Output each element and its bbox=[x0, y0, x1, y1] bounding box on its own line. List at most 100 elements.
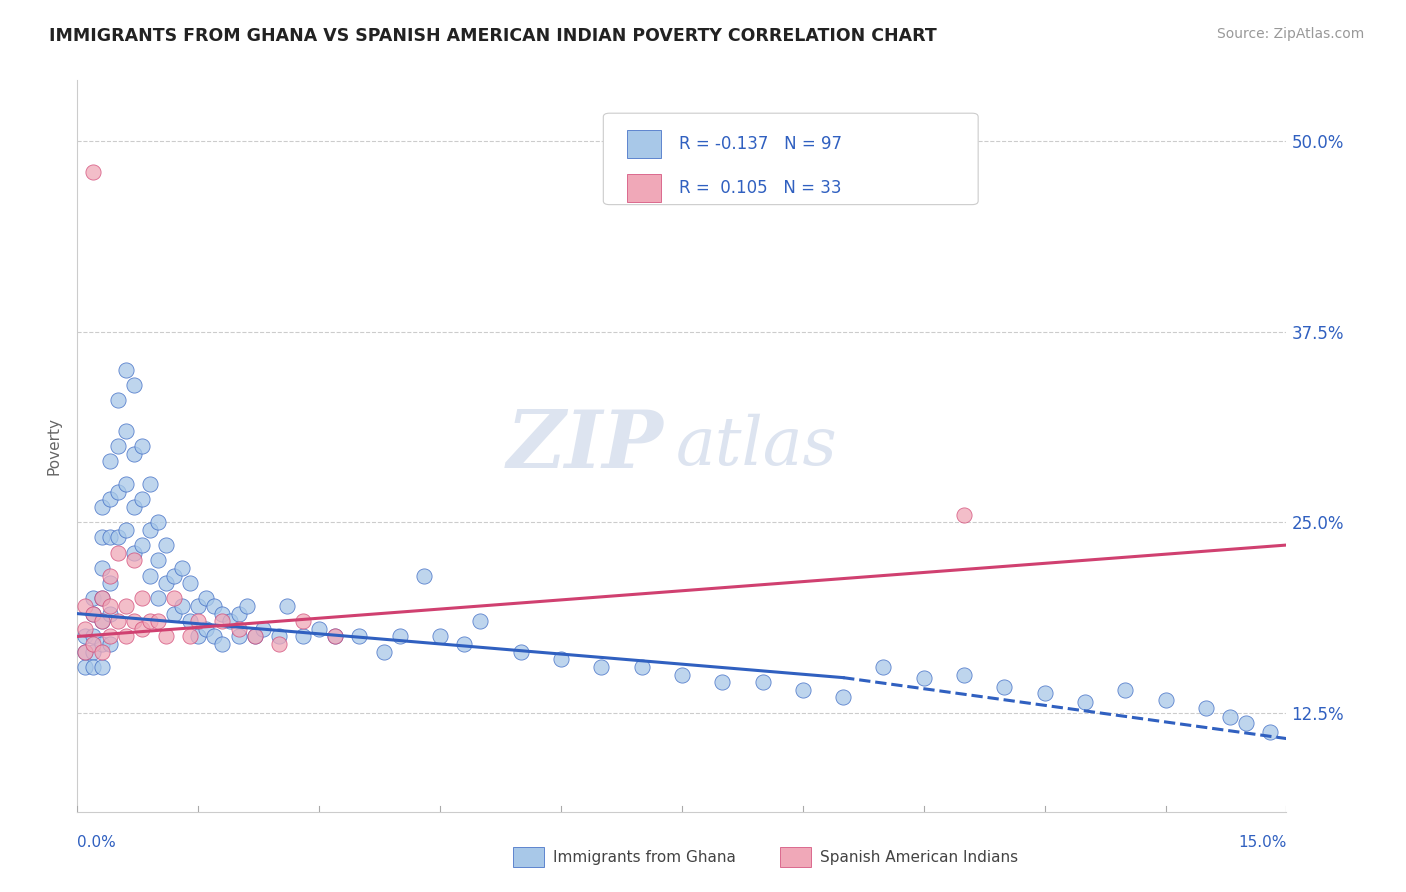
Point bbox=[1074, 695, 1097, 709]
Point bbox=[292, 630, 315, 644]
Point bbox=[179, 614, 201, 628]
Point bbox=[1219, 710, 1241, 724]
Point bbox=[131, 538, 153, 552]
Point bbox=[114, 477, 136, 491]
Point bbox=[308, 622, 330, 636]
Point bbox=[122, 614, 145, 628]
Point bbox=[107, 439, 129, 453]
Bar bbox=[513, 847, 544, 867]
Point bbox=[202, 630, 225, 644]
Point bbox=[75, 599, 97, 613]
Point bbox=[1114, 682, 1136, 697]
Point bbox=[107, 530, 129, 544]
Point bbox=[550, 652, 572, 666]
Point bbox=[82, 164, 104, 178]
Point bbox=[1234, 716, 1257, 731]
Point bbox=[131, 591, 153, 606]
Point bbox=[122, 546, 145, 560]
Point bbox=[82, 645, 104, 659]
Point bbox=[98, 576, 121, 591]
Point bbox=[107, 393, 129, 408]
Bar bbox=[627, 174, 661, 202]
Point bbox=[292, 614, 315, 628]
Point bbox=[75, 645, 97, 659]
Point bbox=[155, 576, 177, 591]
Point bbox=[751, 675, 773, 690]
FancyBboxPatch shape bbox=[603, 113, 979, 204]
Text: 0.0%: 0.0% bbox=[77, 835, 117, 849]
Point bbox=[146, 553, 169, 567]
Point bbox=[90, 561, 112, 575]
Point bbox=[252, 622, 274, 636]
Point bbox=[711, 675, 734, 690]
Text: Source: ZipAtlas.com: Source: ZipAtlas.com bbox=[1216, 27, 1364, 41]
Point bbox=[630, 660, 652, 674]
Point bbox=[107, 614, 129, 628]
Point bbox=[122, 378, 145, 392]
Point bbox=[388, 630, 411, 644]
Point bbox=[90, 660, 112, 674]
Point bbox=[228, 622, 250, 636]
Point bbox=[107, 484, 129, 499]
Point bbox=[243, 630, 266, 644]
Point bbox=[146, 591, 169, 606]
Point bbox=[98, 637, 121, 651]
Text: ZIP: ZIP bbox=[508, 408, 664, 484]
Point bbox=[267, 630, 290, 644]
Point bbox=[187, 630, 209, 644]
Point bbox=[832, 690, 855, 705]
Point bbox=[155, 630, 177, 644]
Point bbox=[671, 667, 693, 681]
Text: Spanish American Indians: Spanish American Indians bbox=[820, 850, 1018, 864]
Point bbox=[211, 614, 233, 628]
Point bbox=[373, 645, 395, 659]
Point bbox=[179, 630, 201, 644]
Point bbox=[75, 622, 97, 636]
Point bbox=[90, 500, 112, 514]
Point bbox=[139, 523, 162, 537]
Point bbox=[98, 599, 121, 613]
Point bbox=[90, 591, 112, 606]
Point bbox=[235, 599, 257, 613]
Point bbox=[1195, 701, 1218, 715]
Point bbox=[187, 614, 209, 628]
Point bbox=[98, 568, 121, 582]
Point bbox=[953, 508, 976, 522]
Point bbox=[98, 607, 121, 621]
Text: IMMIGRANTS FROM GHANA VS SPANISH AMERICAN INDIAN POVERTY CORRELATION CHART: IMMIGRANTS FROM GHANA VS SPANISH AMERICA… bbox=[49, 27, 936, 45]
Point bbox=[82, 591, 104, 606]
Point bbox=[349, 630, 371, 644]
Point bbox=[98, 630, 121, 644]
Point bbox=[163, 568, 186, 582]
Point bbox=[82, 607, 104, 621]
Point bbox=[195, 622, 218, 636]
Point bbox=[139, 477, 162, 491]
Point bbox=[179, 576, 201, 591]
Bar bbox=[627, 130, 661, 158]
Point bbox=[211, 637, 233, 651]
Point bbox=[90, 614, 112, 628]
Point bbox=[276, 599, 298, 613]
Point bbox=[114, 599, 136, 613]
Point bbox=[1033, 686, 1056, 700]
Point bbox=[82, 660, 104, 674]
Point bbox=[90, 614, 112, 628]
Point bbox=[470, 614, 492, 628]
Point bbox=[90, 530, 112, 544]
Point bbox=[912, 671, 935, 685]
Point bbox=[114, 424, 136, 438]
Point bbox=[114, 363, 136, 377]
Point bbox=[792, 682, 814, 697]
Point bbox=[131, 622, 153, 636]
Point bbox=[75, 660, 97, 674]
Point bbox=[267, 637, 290, 651]
Point bbox=[122, 500, 145, 514]
Point bbox=[453, 637, 475, 651]
Text: 15.0%: 15.0% bbox=[1239, 835, 1286, 849]
Bar bbox=[780, 847, 811, 867]
Point bbox=[98, 492, 121, 507]
Point bbox=[82, 607, 104, 621]
Point bbox=[413, 568, 436, 582]
Point bbox=[323, 630, 346, 644]
Point bbox=[228, 607, 250, 621]
